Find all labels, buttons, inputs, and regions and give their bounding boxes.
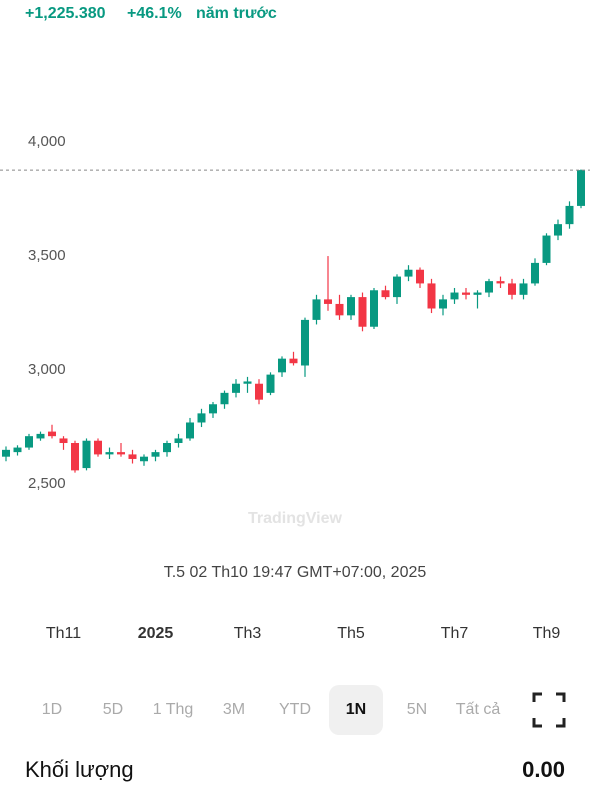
range-button[interactable]: 5D xyxy=(103,701,123,718)
range-button[interactable]: YTD xyxy=(279,701,311,718)
candle-body xyxy=(335,303,344,316)
candle-body xyxy=(94,440,102,455)
candle-body xyxy=(531,262,539,284)
candle-body xyxy=(324,299,332,304)
candle-body xyxy=(577,170,585,206)
candle-body xyxy=(151,452,160,457)
range-button[interactable]: 1N xyxy=(329,685,383,735)
candle-body xyxy=(266,374,275,393)
x-tick-label: Th7 xyxy=(441,625,469,642)
candle-body xyxy=(2,449,10,457)
candle-body xyxy=(496,281,505,284)
volume-label: Khối lượng xyxy=(25,757,134,782)
range-label: Tất cả xyxy=(456,701,501,718)
candle-body xyxy=(174,438,183,444)
candle-body xyxy=(565,205,574,225)
candle-body xyxy=(59,438,68,444)
candle-body xyxy=(312,299,321,320)
candle-body xyxy=(439,299,447,309)
candle-body xyxy=(105,452,114,455)
candle-body xyxy=(393,276,401,298)
fullscreen-button[interactable] xyxy=(532,692,566,728)
candle-body xyxy=(278,358,286,373)
period: năm trước xyxy=(196,5,277,22)
candle-body xyxy=(370,290,378,327)
range-button[interactable]: 5N xyxy=(407,701,427,718)
x-tick-label: Th3 xyxy=(234,625,262,642)
candle-body xyxy=(197,413,206,423)
range-label: 5D xyxy=(103,701,123,718)
candle-body xyxy=(36,433,45,439)
candle-body xyxy=(542,235,551,263)
x-tick-label: Th5 xyxy=(337,625,365,642)
candle-body xyxy=(473,292,482,295)
candle-body xyxy=(25,436,33,448)
y-tick-label: 3,000 xyxy=(28,361,66,378)
range-button[interactable]: 1 Thg xyxy=(153,701,194,718)
x-tick-label: 2025 xyxy=(138,625,174,642)
candle-body xyxy=(462,292,470,295)
candle-body xyxy=(381,290,390,298)
fullscreen-icon xyxy=(532,692,566,728)
x-tick-label: Th11 xyxy=(46,625,81,642)
range-label: 3M xyxy=(223,701,245,718)
range-label: 1D xyxy=(42,701,62,718)
candle-body xyxy=(220,392,229,405)
range-label: 1N xyxy=(346,701,366,718)
change: +1,225.380 xyxy=(25,5,106,22)
candle-body xyxy=(508,283,516,295)
candle-body xyxy=(232,383,240,393)
candle-body xyxy=(404,269,413,277)
candle-body xyxy=(82,440,91,469)
candle-body xyxy=(163,443,171,453)
candle-body xyxy=(71,443,79,471)
candle-body xyxy=(243,381,252,384)
candle-body xyxy=(117,452,125,455)
percent: +46.1% xyxy=(127,5,182,22)
candle-body xyxy=(450,292,459,300)
candle-body xyxy=(289,358,298,364)
watermark: TradingView xyxy=(248,510,343,527)
candle-body xyxy=(255,383,263,400)
candle-body xyxy=(416,269,424,284)
candle-body xyxy=(427,283,436,309)
volume-value: 0.00 xyxy=(522,757,565,782)
range-button[interactable]: Tất cả xyxy=(456,701,501,718)
range-selected-bg xyxy=(329,685,383,735)
range-label: 5N xyxy=(407,701,427,718)
crosshair-time: T.5 02 Th10 19:47 GMT+07:00, 2025 xyxy=(164,564,427,581)
candle-body xyxy=(347,297,355,316)
candle-body xyxy=(485,281,493,293)
candle-body xyxy=(358,297,367,327)
y-tick-label: 4,000 xyxy=(28,133,66,150)
candle-body xyxy=(48,431,56,437)
candle-body xyxy=(519,283,528,295)
range-button[interactable]: 3M xyxy=(223,701,245,718)
candle-body xyxy=(209,404,217,414)
x-tick-label: Th9 xyxy=(533,625,561,642)
y-tick-label: 3,500 xyxy=(28,247,66,264)
candle-body xyxy=(140,456,148,462)
y-tick-label: 2,500 xyxy=(28,475,66,492)
candle-body xyxy=(554,224,562,236)
range-button[interactable]: 1D xyxy=(42,701,62,718)
candle-body xyxy=(186,422,194,439)
candle-body xyxy=(13,447,22,453)
candle-body xyxy=(301,319,309,366)
range-label: 1 Thg xyxy=(153,701,194,718)
candle-body xyxy=(128,454,137,459)
range-label: YTD xyxy=(279,701,311,718)
